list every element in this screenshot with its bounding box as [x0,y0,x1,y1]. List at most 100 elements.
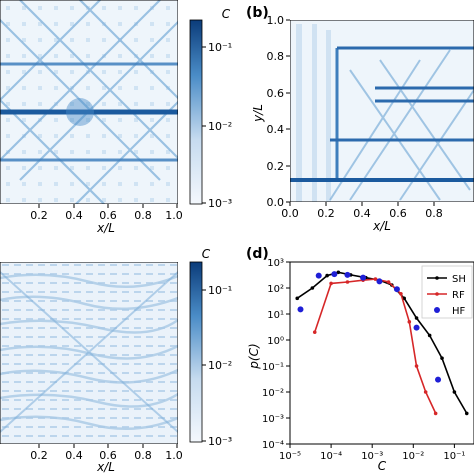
data-point [336,270,341,275]
x-tick-label: 0.8 [134,449,152,462]
panel-b [290,20,474,202]
colorbar-tick-label: 10⁻³ [208,435,232,448]
colorbar-bottom: C 10⁻¹ 10⁻² 10⁻³ [189,247,232,448]
y-axis-label: y/L [251,104,265,123]
x-axis-label: C [378,459,387,473]
x-tick-label: 0.2 [30,209,48,222]
colorbar-tick-label: 10⁻² [208,359,232,372]
legend: SH RF HF [421,265,473,319]
panel-d-label: (d) [246,246,269,262]
y-tick-label: 1.0 [267,14,285,27]
legend-label: HF [452,306,466,317]
data-point [345,280,350,284]
panel-d-y-ticks: 10⁻⁴ 10⁻³ 10⁻² 10⁻¹ 10⁰ 10¹ 10² 10³ [262,258,290,451]
data-point [435,376,442,383]
x-tick-label: 0.8 [134,209,152,222]
series-hf [297,271,442,383]
legend-marker [435,276,439,280]
panel-d: 10⁻⁵ 10⁻⁴ 10⁻³ 10⁻² 10⁻¹ 10⁻⁴10⁻³10⁻²10⁻¹10⁰… [247,258,474,473]
data-point [312,330,317,334]
x-tick-label: 0.2 [30,449,48,462]
x-tick-label: 10⁻³ [361,451,383,462]
y-tick-label: 0.8 [267,50,285,63]
data-point [414,316,419,320]
data-point [413,324,420,331]
colorbar-tick-label: 10⁻² [208,120,232,133]
data-point [423,390,428,394]
data-point [297,306,304,313]
data-point [386,280,391,284]
series-line [296,271,468,414]
series-rf [312,277,438,416]
panel-c-x-ticks: 0.2 0.4 0.6 0.8 1.0 x/L [30,444,183,474]
colorbar-tick-label: 10⁻³ [208,197,232,210]
legend-label: RF [452,290,465,301]
colorbar-tick-label: 10⁻¹ [208,284,232,297]
y-tick-label: 0.2 [267,160,285,173]
legend-marker [435,292,439,296]
y-tick-label: 10⁰ [267,336,284,347]
y-tick-label: 10⁻⁴ [262,440,284,451]
x-tick-label: 0.4 [65,209,83,222]
y-tick-label: 10³ [267,258,284,269]
x-tick-label: 0.2 [317,207,335,220]
panel-a-x-ticks: 0.2 0.4 0.6 0.8 1.0 x/L [30,204,183,235]
x-tick-label: 0.8 [425,207,443,220]
panel-b-y-ticks: 0.0 0.2 0.4 0.6 0.8 1.0 y/L [251,14,290,209]
data-point [414,364,419,368]
legend-marker [434,307,440,313]
data-point [433,411,438,416]
y-tick-label: 10¹ [267,310,284,321]
panel-b-label: (b) [246,5,269,21]
series-sh [295,270,469,416]
data-point [360,274,367,281]
panel-b-x-ticks: 0.0 0.2 0.4 0.6 0.8 x/L [281,202,443,233]
data-point [440,356,444,360]
panel-d-series [295,270,469,416]
y-tick-label: 0.0 [267,196,285,209]
colorbar-top-gradient [189,19,203,205]
x-tick-label: 0.6 [99,449,117,462]
data-point [464,411,469,416]
data-point [344,271,351,278]
panel-a [0,0,178,204]
x-tick-label: 0.0 [281,207,299,220]
x-tick-label: 10⁻⁵ [279,451,301,462]
x-tick-label: 0.6 [389,207,407,220]
data-point [407,320,412,324]
colorbar-bottom-label: C [202,247,211,261]
x-tick-label: 1.0 [165,449,183,462]
data-point [329,281,333,286]
panel-c [0,262,178,444]
x-axis-label: x/L [96,221,115,235]
y-axis-label: p(C) [247,343,261,369]
data-point [399,291,403,296]
colorbar-tick-label: 10⁻¹ [208,41,232,54]
y-tick-label: 0.4 [267,123,285,136]
data-point [393,286,400,293]
y-tick-label: 10⁻¹ [262,362,284,373]
x-tick-label: 0.4 [353,207,371,220]
x-tick-label: 0.6 [99,209,117,222]
x-tick-label: 0.4 [65,449,83,462]
legend-label: SH [452,274,466,285]
colorbar-top-label: C [222,7,231,21]
data-point [325,273,329,278]
data-point [373,277,378,281]
panel-b-heatmap [290,20,474,202]
x-axis-label: x/L [96,460,115,474]
data-point [310,286,315,290]
colorbar-top: C 10⁻¹ 10⁻² 10⁻³ [189,7,232,210]
y-tick-label: 10⁻² [262,388,284,399]
data-point [331,271,338,278]
y-tick-label: 10² [267,284,284,295]
x-tick-label: 10⁻⁴ [320,451,342,462]
y-tick-label: 0.6 [267,87,285,100]
data-point [452,390,457,394]
data-point [376,278,383,285]
panel-d-x-ticks: 10⁻⁵ 10⁻⁴ 10⁻³ 10⁻² 10⁻¹ [279,444,465,462]
legend-box [421,265,473,319]
data-point [315,272,322,279]
x-axis-label: x/L [372,219,391,233]
